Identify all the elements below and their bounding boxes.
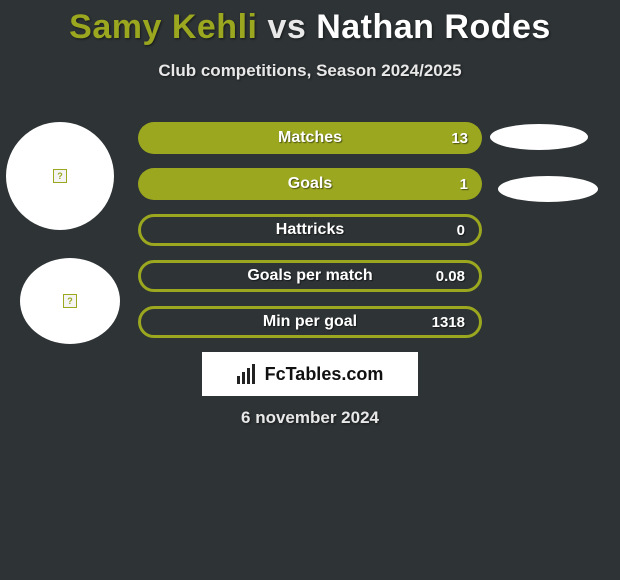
broken-image-icon: ? — [63, 294, 77, 308]
side-pill-1 — [498, 176, 598, 202]
stat-label: Goals per match — [247, 267, 372, 285]
stat-row: Goals 1 — [138, 168, 482, 200]
broken-image-icon: ? — [53, 169, 67, 183]
footer-date: 6 november 2024 — [0, 408, 620, 428]
stat-label: Min per goal — [263, 313, 357, 331]
stat-label: Hattricks — [276, 221, 344, 239]
stat-row: Matches 13 — [138, 122, 482, 154]
brand-bars-icon — [237, 364, 255, 384]
stat-value: 1 — [460, 176, 468, 193]
brand-badge: FcTables.com — [202, 352, 418, 396]
stat-row: Min per goal 1318 — [138, 306, 482, 338]
stat-row: Hattricks 0 — [138, 214, 482, 246]
side-pill-0 — [490, 124, 588, 150]
stat-value: 0.08 — [436, 268, 465, 285]
stat-value: 13 — [451, 130, 468, 147]
subtitle: Club competitions, Season 2024/2025 — [0, 61, 620, 81]
stat-value: 0 — [457, 222, 465, 239]
title-player1: Samy Kehli — [69, 8, 257, 46]
player2-avatar: ? — [20, 258, 120, 344]
title-vs: vs — [267, 8, 306, 46]
stat-row: Goals per match 0.08 — [138, 260, 482, 292]
page-title: Samy Kehli vs Nathan Rodes — [0, 0, 620, 47]
stat-value: 1318 — [432, 314, 465, 331]
stat-label: Goals — [288, 175, 332, 193]
title-player2: Nathan Rodes — [316, 8, 551, 46]
player1-avatar: ? — [6, 122, 114, 230]
stats-rows: Matches 13 Goals 1 Hattricks 0 Goals per match… — [138, 122, 482, 352]
brand-text: FcTables.com — [265, 364, 384, 385]
stat-label: Matches — [278, 129, 342, 147]
